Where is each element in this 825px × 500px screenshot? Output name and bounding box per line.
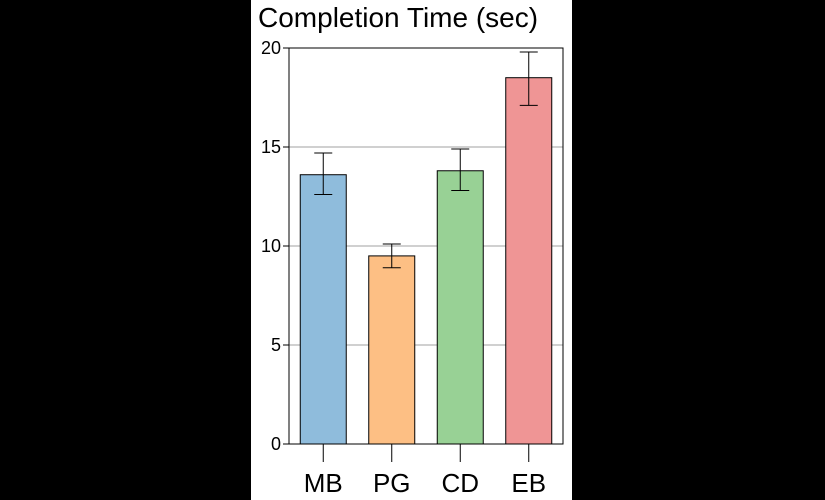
- y-tick-label-10: 10: [261, 236, 281, 256]
- bar-pg: [368, 255, 416, 445]
- y-tick-label-5: 5: [271, 335, 281, 355]
- x-tick-label-cd: CD: [441, 468, 479, 498]
- tick-labels: 0 5 10 15 20 MB PG CD EB: [261, 38, 546, 498]
- y-tick-label-20: 20: [261, 38, 281, 58]
- x-tick-label-pg: PG: [373, 468, 411, 498]
- chart-title: Completion Time (sec): [258, 2, 538, 33]
- bar-mb: [299, 174, 347, 445]
- bars: [299, 77, 553, 445]
- y-tick-label-15: 15: [261, 137, 281, 157]
- bar-eb: [505, 77, 553, 445]
- axes: [283, 47, 564, 462]
- error-bars: [314, 51, 538, 269]
- y-tick-label-0: 0: [271, 434, 281, 454]
- bar-cd: [436, 170, 484, 445]
- x-tick-label-eb: EB: [511, 468, 546, 498]
- x-tick-label-mb: MB: [304, 468, 343, 498]
- plot-frame: [288, 47, 564, 445]
